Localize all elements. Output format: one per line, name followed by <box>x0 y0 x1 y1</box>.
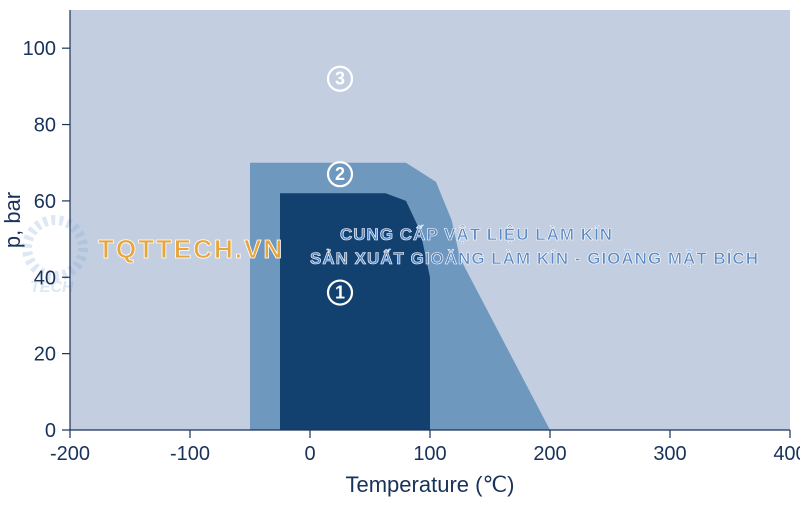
watermark-line1: CUNG CẤP VẬT LIỆU LÀM KÍN <box>340 225 613 244</box>
marker-num-2: 2 <box>335 164 345 184</box>
y-tick-label: 80 <box>34 115 56 137</box>
x-tick-label: 0 <box>304 443 315 465</box>
x-axis-title: Temperature (℃) <box>346 472 515 497</box>
x-tick-label: 400 <box>773 443 800 465</box>
chart-svg: TECHTQTTECH.VNCUNG CẤP VẬT LIỆU LÀM KÍNS… <box>0 0 800 507</box>
y-axis-title: p, bar <box>0 192 25 248</box>
watermark-brand: TQTTECH.VN <box>98 234 284 264</box>
y-tick-label: 100 <box>23 38 56 60</box>
x-tick-label: 300 <box>653 443 686 465</box>
x-tick-label: 100 <box>413 443 446 465</box>
y-tick-label: 0 <box>45 420 56 442</box>
marker-num-3: 3 <box>335 68 345 88</box>
y-tick-label: 40 <box>34 267 56 289</box>
x-tick-label: 200 <box>533 443 566 465</box>
y-tick-label: 20 <box>34 344 56 366</box>
x-tick-label: -200 <box>50 443 90 465</box>
marker-num-1: 1 <box>335 282 345 302</box>
x-tick-label: -100 <box>170 443 210 465</box>
watermark-line2: SẢN XUẤT GIOĂNG LÀM KÍN - GIOĂNG MẶT BÍC… <box>310 249 759 268</box>
y-tick-label: 60 <box>34 191 56 213</box>
pressure-temperature-chart: TECHTQTTECH.VNCUNG CẤP VẬT LIỆU LÀM KÍNS… <box>0 0 800 507</box>
